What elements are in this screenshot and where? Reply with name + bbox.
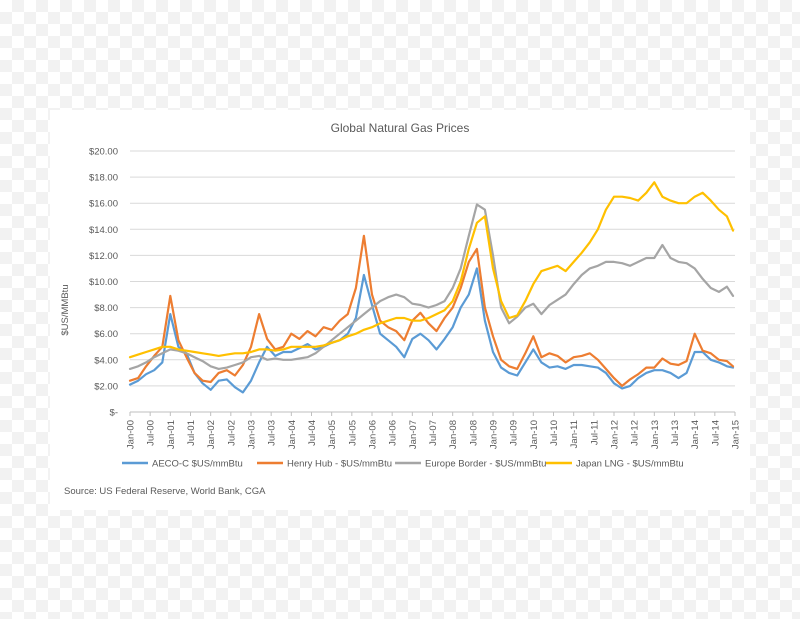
series-line-aecoc <box>128 267 735 394</box>
x-axis-ticks: Jan-00 Jul-00 Jan-01 Jul-01 Jan-02 Jul-02 Jan-… <box>126 412 742 449</box>
x-tick-label: Jan-00 <box>126 420 137 449</box>
y-axis-label: $US/MMBtu <box>60 284 71 335</box>
y-axis-ticks: $- $2.00 $4.00 $6.00 $8.00 $10.00 $12.00 $14.00… <box>89 147 118 419</box>
legend-label: Europe Border - $US/mmBtu <box>425 459 546 470</box>
x-tick-label: Jul-07 <box>428 420 439 446</box>
y-tick-label: $14.00 <box>89 225 118 236</box>
x-tick-label: Jul-05 <box>347 420 358 446</box>
x-tick-label: Jul-00 <box>146 420 157 446</box>
x-tick-label: Jul-13 <box>670 420 681 446</box>
x-tick-label: Jul-02 <box>226 420 237 446</box>
x-tick-label: Jul-09 <box>509 420 520 446</box>
series-line-europe <box>128 203 735 370</box>
x-tick-label: Jul-14 <box>710 420 721 446</box>
x-tick-label: Jan-11 <box>569 420 580 448</box>
y-tick-label: $16.00 <box>89 199 118 210</box>
y-tick-label: $- <box>110 408 118 419</box>
x-tick-label: Jan-07 <box>408 420 419 449</box>
y-tick-label: $4.00 <box>94 355 118 366</box>
x-tick-label: Jul-03 <box>267 420 278 446</box>
y-tick-label: $8.00 <box>94 303 118 314</box>
legend-label: Henry Hub - $US/mmBtu <box>287 459 392 470</box>
x-tick-label: Jul-01 <box>186 420 197 446</box>
x-tick-label: Jan-04 <box>287 420 298 449</box>
x-tick-label: Jan-05 <box>327 420 338 449</box>
line-chart: Global Natural Gas Prices $- $2.00 $4.00 $6… <box>60 121 742 497</box>
source-note: Source: US Federal Reserve, World Bank, … <box>64 486 266 497</box>
y-tick-label: $6.00 <box>94 329 118 340</box>
x-tick-label: Jul-10 <box>549 420 560 446</box>
x-tick-label: Jan-09 <box>489 420 500 449</box>
x-tick-label: Jan-13 <box>650 420 661 449</box>
x-tick-label: Jan-12 <box>610 420 621 449</box>
series-line-henry <box>128 234 735 387</box>
x-tick-label: Jan-08 <box>448 420 459 449</box>
gridlines <box>130 150 735 413</box>
y-tick-label: $2.00 <box>94 381 118 392</box>
legend: AECO-C $US/mmBtu Henry Hub - $US/mmBtu Eur… <box>122 459 684 470</box>
x-tick-label: Jan-03 <box>247 420 258 449</box>
y-tick-label: $10.00 <box>89 277 118 288</box>
chart-panel: Global Natural Gas Prices $- $2.00 $4.00 $6… <box>50 110 750 510</box>
y-tick-label: $18.00 <box>89 173 118 184</box>
legend-label: Japan LNG - $US/mmBtu <box>576 459 684 470</box>
y-tick-label: $20.00 <box>89 147 118 158</box>
series-lines <box>128 181 735 394</box>
x-tick-label: Jan-06 <box>368 420 379 449</box>
legend-label: AECO-C $US/mmBtu <box>152 459 243 470</box>
y-tick-label: $12.00 <box>89 251 118 262</box>
x-tick-label: Jul-08 <box>468 420 479 446</box>
chart-title: Global Natural Gas Prices <box>331 121 470 135</box>
x-tick-label: Jul-04 <box>307 420 318 446</box>
x-tick-label: Jul-11 <box>589 420 600 445</box>
x-tick-label: Jul-06 <box>388 420 399 446</box>
x-tick-label: Jan-02 <box>206 420 217 449</box>
x-tick-label: Jan-10 <box>529 420 540 449</box>
x-tick-label: Jul-12 <box>630 420 641 446</box>
x-tick-label: Jan-14 <box>690 420 701 449</box>
series-line-japan <box>128 181 735 359</box>
x-tick-label: Jan-15 <box>731 420 742 449</box>
x-tick-label: Jan-01 <box>166 420 177 449</box>
